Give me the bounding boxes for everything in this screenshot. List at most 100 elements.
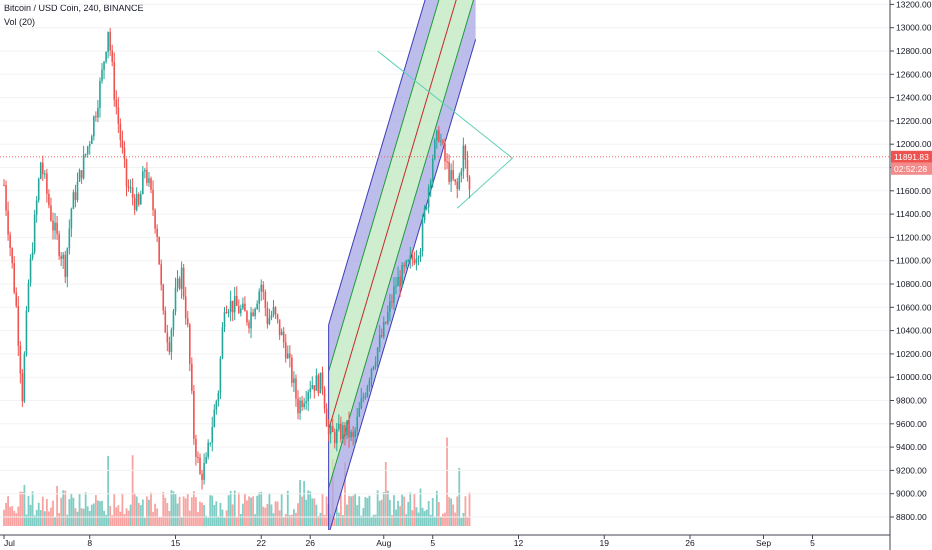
candle-body — [139, 194, 142, 205]
volume-bar — [235, 517, 238, 526]
candle-body — [186, 318, 189, 325]
candle-body — [86, 146, 89, 155]
price-tick-label: 10800.00 — [896, 279, 932, 289]
candle-body — [158, 236, 160, 265]
candle-body — [156, 228, 158, 237]
volume-bar — [105, 514, 107, 526]
candle-body — [256, 303, 258, 309]
volume-bar — [458, 467, 461, 526]
volume-bar — [419, 488, 422, 526]
volume-bar — [29, 504, 32, 526]
price-tick-label: 13000.00 — [896, 23, 932, 33]
candle-body — [407, 260, 410, 262]
volume-bar — [109, 505, 112, 526]
volume-bar — [146, 496, 148, 526]
triangle-drawing[interactable] — [377, 50, 514, 209]
volume-bar — [388, 499, 391, 526]
candle-body — [423, 208, 426, 221]
volume-bar — [166, 502, 169, 526]
volume-bar — [301, 496, 303, 526]
candle-body — [442, 140, 444, 144]
price-axis-background — [890, 0, 932, 550]
volume-bar — [168, 510, 171, 526]
volume-bar — [274, 501, 277, 526]
candle-body — [250, 312, 252, 329]
candle-body — [252, 312, 254, 316]
volume-bar — [195, 497, 197, 526]
candle-body — [323, 388, 326, 409]
volume-bar — [25, 514, 28, 526]
candle-body — [56, 222, 58, 235]
candle-body — [364, 396, 367, 398]
candle-body — [148, 178, 150, 183]
candle-body — [203, 463, 205, 480]
candle-body — [107, 31, 109, 52]
volume-bar — [393, 495, 395, 526]
price-tick-label: 12800.00 — [896, 46, 932, 56]
candle-body — [272, 307, 275, 316]
volume-bar — [113, 493, 116, 526]
candle-body — [464, 145, 467, 160]
candle-body — [460, 171, 463, 176]
candle-body — [184, 296, 187, 319]
candle-body — [258, 291, 261, 304]
time-tick-label: 8 — [87, 538, 92, 548]
volume-bar — [248, 496, 250, 526]
candle-body — [352, 431, 354, 438]
candle-body — [21, 373, 24, 402]
time-axis-background — [0, 530, 932, 550]
candle-body — [117, 107, 120, 124]
candle-body — [313, 385, 316, 391]
candle-body — [280, 331, 283, 336]
volume-bar — [315, 504, 318, 526]
candle-body — [7, 210, 9, 235]
volume-bar — [325, 496, 328, 526]
time-tick-label: 19 — [600, 538, 610, 548]
current-price-label: 11891.83 — [894, 152, 929, 162]
time-tick-label: 5 — [430, 538, 435, 548]
candle-body — [113, 61, 116, 100]
volume-bar — [158, 517, 161, 526]
candle-body — [231, 300, 234, 313]
volume-bar — [31, 491, 34, 526]
volume-bar — [72, 497, 75, 526]
volume-bar — [103, 510, 105, 526]
candle-body — [319, 372, 322, 394]
candle-body — [223, 311, 226, 328]
candle-body — [348, 420, 350, 438]
volume-bar — [452, 504, 455, 526]
time-tick-label: 12 — [514, 538, 524, 548]
volume-bar — [52, 500, 54, 526]
volume-bar — [90, 504, 93, 526]
volume-bar — [380, 499, 383, 526]
candle-body — [31, 252, 34, 258]
volume-bar — [288, 514, 291, 526]
volume-bar — [201, 502, 203, 526]
candle-body — [237, 305, 240, 314]
candle-body — [448, 161, 450, 182]
candle-body — [9, 234, 11, 249]
volume-bar — [76, 511, 79, 526]
candle-body — [411, 255, 414, 260]
candle-body — [295, 378, 297, 399]
candle-body — [468, 177, 471, 190]
candle-body — [191, 363, 193, 391]
volume-bar — [215, 501, 218, 526]
volume-bar — [13, 510, 16, 526]
volume-bar — [250, 497, 252, 526]
volume-bar — [290, 514, 293, 526]
channel-outer-upper-line — [328, 0, 426, 325]
volume-bar — [186, 493, 189, 526]
volume-bar — [246, 500, 248, 526]
candle-body — [419, 251, 422, 258]
candle-body — [93, 116, 95, 137]
candle-body — [346, 420, 348, 436]
candle-body — [199, 457, 201, 474]
price-tick-label: 9800.00 — [896, 396, 927, 406]
candle-body — [54, 222, 56, 231]
volume-bar — [39, 510, 42, 526]
candle-body — [315, 375, 318, 391]
candle-body — [180, 267, 183, 289]
